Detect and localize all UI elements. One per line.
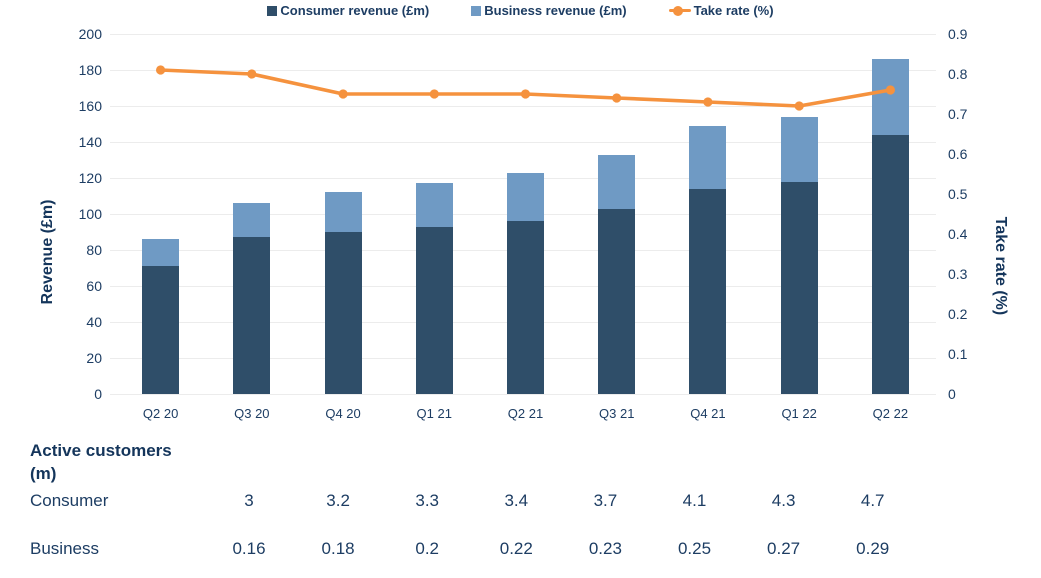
take-rate-line <box>158 68 893 108</box>
bar-q1-21-business-revenue-m <box>415 183 453 227</box>
y-axis-tick-left: 180 <box>78 62 102 78</box>
take-rate-point-q1-22 <box>794 101 804 111</box>
legend-item-business-revenue-m: Business revenue (£m) <box>471 3 627 18</box>
take-rate-point-q2-20 <box>156 65 166 75</box>
table-cell-consumer-q2-22: 4.7 <box>860 491 885 510</box>
y-axis-tick-left: 100 <box>78 206 102 222</box>
legend-item-take-rate: Take rate (%) <box>668 3 774 18</box>
table-cell-consumer-q1-22: 4.3 <box>771 491 796 510</box>
table-cell-consumer-q2-21: 3.4 <box>504 491 529 510</box>
bar-q4-20-consumer-revenue-m <box>324 232 362 394</box>
take-rate-point-q3-20 <box>247 69 257 79</box>
table-cell-consumer-q4-21: 4.1 <box>682 491 707 510</box>
bar-q4-20-business-revenue-m <box>324 192 362 232</box>
x-axis-label-q4-21: Q4 21 <box>690 406 726 421</box>
y-axis-tick-right: 0.7 <box>948 106 968 122</box>
table-cell-business-q3-21: 0.23 <box>588 539 622 558</box>
bar-q2-20-business-revenue-m <box>142 239 180 267</box>
y-axis-tick-left: 160 <box>78 98 102 114</box>
gridline <box>110 142 936 143</box>
y-axis-tick-right: 0 <box>948 386 956 402</box>
bar-q3-20-business-revenue-m <box>233 203 271 238</box>
take-rate-point-q4-21 <box>703 97 713 107</box>
y-axis-tick-left: 120 <box>78 170 102 186</box>
x-axis-label-q2-22: Q2 22 <box>872 406 909 421</box>
bar-q3-20-consumer-revenue-m <box>233 237 271 394</box>
take-rate-point-q2-22 <box>885 85 896 95</box>
bar-q2-22-consumer-revenue-m <box>871 134 909 394</box>
x-axis-label-q2-21: Q2 21 <box>507 406 544 421</box>
bar-q4-21-business-revenue-m <box>689 125 727 189</box>
legend-square-icon <box>267 5 278 16</box>
bar-q4-21-consumer-revenue-m <box>689 188 727 394</box>
take-rate-point-q4-20 <box>338 89 348 99</box>
table-cell-consumer-q1-21: 3.3 <box>415 491 440 510</box>
bar-q3-21-consumer-revenue-m <box>598 208 636 394</box>
table-cell-business-q4-20: 0.18 <box>321 539 355 558</box>
x-axis-label-q3-20: Q3 20 <box>234 406 270 421</box>
bar-q3-21-business-revenue-m <box>598 154 636 209</box>
legend-label: Consumer revenue (£m) <box>280 3 430 18</box>
table-cell-business-q1-21: 0.2 <box>415 539 440 558</box>
y-axis-tick-left: 40 <box>86 314 102 330</box>
y-axis-tick-right: 0.9 <box>948 26 968 42</box>
y-axis-title-right: Take rate (%) <box>992 216 1009 316</box>
bar-q2-21-consumer-revenue-m <box>507 221 544 394</box>
y-axis-tick-right: 0.3 <box>948 266 968 282</box>
table-row-label-consumer: Consumer <box>30 491 109 510</box>
y-axis-tick-right: 0.6 <box>948 146 968 162</box>
x-axis-label-q1-22: Q1 22 <box>781 406 817 421</box>
bar-q1-21-consumer-revenue-m <box>415 226 453 394</box>
legend: Consumer revenue (£m) Business revenue (£… <box>0 3 1041 18</box>
take-rate-point-q2-21 <box>520 89 531 99</box>
x-axis-label-q3-21: Q3 21 <box>599 406 635 421</box>
gridline <box>110 394 936 395</box>
y-axis-tick-left: 80 <box>86 242 102 258</box>
y-axis-tick-left: 200 <box>78 26 102 42</box>
table-cell-consumer-q4-20: 3.2 <box>326 491 350 510</box>
bar-q2-21-business-revenue-m <box>507 172 544 222</box>
y-axis-tick-left: 0 <box>94 386 102 402</box>
legend-line-dot-icon <box>668 5 691 16</box>
gridline <box>110 34 936 35</box>
y-axis-tick-right: 0.1 <box>948 346 968 362</box>
legend-label: Business revenue (£m) <box>484 3 627 18</box>
take-rate-point-q3-21 <box>612 93 622 103</box>
y-axis-tick-left: 140 <box>78 134 102 150</box>
plot-area <box>115 34 936 394</box>
table-cell-consumer-q3-20: 3 <box>244 491 254 510</box>
x-axis-label-q4-20: Q4 20 <box>325 406 361 421</box>
legend-square-icon <box>471 5 482 16</box>
gridline <box>110 70 936 71</box>
customers-table-header: Active customers (m) <box>30 441 172 483</box>
legend-dot <box>672 5 683 16</box>
table-cell-business-q3-20: 0.16 <box>232 539 266 558</box>
y-axis-tick-left: 20 <box>86 350 102 366</box>
legend-label: Take rate (%) <box>693 3 774 18</box>
take-rate-point-q1-21 <box>429 89 439 99</box>
y-axis-tick-right: 0.4 <box>948 226 968 242</box>
table-cell-business-q2-21: 0.22 <box>499 539 533 558</box>
table-cell-business-q2-22: 0.29 <box>856 539 890 558</box>
table-cell-business-q4-21: 0.25 <box>677 539 712 558</box>
take-rate-line-layer <box>156 65 896 111</box>
y-axis-tick-left: 60 <box>86 278 102 294</box>
gridline <box>110 106 936 107</box>
x-axis-label-q2-20: Q2 20 <box>142 406 179 421</box>
bar-q1-22-business-revenue-m <box>780 116 818 182</box>
legend-item-consumer-revenue-m: Consumer revenue (£m) <box>267 3 429 18</box>
bar-q1-22-consumer-revenue-m <box>780 181 818 394</box>
bar-q2-20-consumer-revenue-m <box>142 266 180 394</box>
x-axis-label-q1-21: Q1 21 <box>416 406 452 421</box>
table-cell-consumer-q3-21: 3.7 <box>593 491 618 510</box>
y-axis-tick-right: 0.8 <box>948 66 968 82</box>
y-axis-tick-right: 0.5 <box>948 186 968 202</box>
table-cell-business-q1-22: 0.27 <box>767 539 801 558</box>
table-row-label-business: Business <box>30 539 99 558</box>
y-axis-tick-right: 0.2 <box>948 306 968 322</box>
bar-q2-22-business-revenue-m <box>871 59 909 135</box>
